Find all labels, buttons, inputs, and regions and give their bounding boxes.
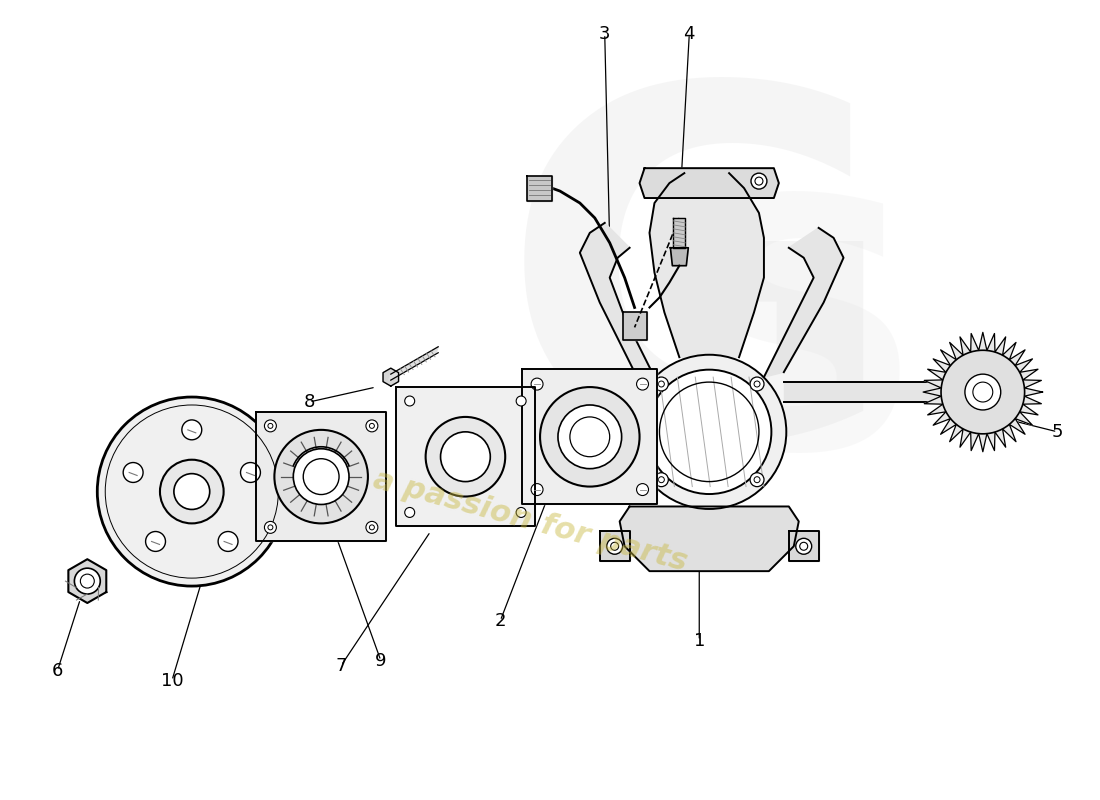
Polygon shape	[383, 368, 398, 386]
Circle shape	[241, 462, 261, 482]
Polygon shape	[580, 223, 654, 377]
Text: 2: 2	[495, 612, 506, 630]
Polygon shape	[784, 382, 940, 402]
Circle shape	[123, 462, 143, 482]
Polygon shape	[649, 173, 763, 358]
Polygon shape	[789, 531, 818, 562]
Circle shape	[750, 473, 764, 486]
Polygon shape	[256, 412, 386, 542]
Text: a passion for parts: a passion for parts	[370, 466, 691, 578]
Circle shape	[531, 378, 543, 390]
Text: 9: 9	[375, 652, 386, 670]
Polygon shape	[522, 369, 658, 505]
Circle shape	[940, 350, 1024, 434]
Circle shape	[558, 405, 622, 469]
Polygon shape	[388, 346, 438, 380]
Circle shape	[795, 538, 812, 554]
Circle shape	[654, 377, 669, 391]
Circle shape	[174, 474, 210, 510]
Circle shape	[264, 420, 276, 432]
Text: 8: 8	[304, 393, 315, 411]
Circle shape	[516, 507, 526, 518]
Text: 3: 3	[600, 25, 610, 43]
Circle shape	[637, 378, 649, 390]
Polygon shape	[527, 176, 552, 201]
Circle shape	[405, 396, 415, 406]
Circle shape	[516, 396, 526, 406]
Text: 1: 1	[694, 632, 705, 650]
Polygon shape	[673, 218, 685, 248]
Circle shape	[405, 507, 415, 518]
Polygon shape	[396, 387, 535, 526]
Polygon shape	[623, 313, 647, 340]
Polygon shape	[68, 559, 107, 603]
Circle shape	[294, 449, 349, 505]
Text: 5: 5	[1052, 423, 1064, 441]
Circle shape	[264, 522, 276, 534]
Text: S: S	[673, 185, 924, 520]
Circle shape	[531, 483, 543, 495]
Text: 4: 4	[683, 25, 695, 43]
Circle shape	[637, 483, 649, 495]
Polygon shape	[923, 332, 1043, 452]
Circle shape	[145, 531, 165, 551]
Polygon shape	[639, 168, 779, 198]
Circle shape	[426, 417, 505, 497]
Polygon shape	[763, 228, 844, 377]
Polygon shape	[619, 506, 799, 571]
Circle shape	[654, 473, 669, 486]
Circle shape	[440, 432, 491, 482]
Circle shape	[182, 420, 201, 440]
Text: 10: 10	[161, 672, 184, 690]
Circle shape	[366, 420, 378, 432]
Ellipse shape	[632, 354, 786, 509]
Circle shape	[965, 374, 1001, 410]
Circle shape	[218, 531, 238, 551]
Circle shape	[540, 387, 639, 486]
Circle shape	[607, 538, 623, 554]
Polygon shape	[670, 248, 689, 266]
Text: G: G	[499, 67, 899, 538]
Circle shape	[274, 430, 367, 523]
Circle shape	[160, 460, 223, 523]
Text: 7: 7	[336, 657, 346, 674]
Circle shape	[366, 522, 378, 534]
Text: 6: 6	[52, 662, 63, 680]
Ellipse shape	[647, 370, 771, 494]
Circle shape	[750, 377, 764, 391]
Polygon shape	[600, 531, 629, 562]
Circle shape	[97, 397, 286, 586]
Circle shape	[75, 568, 100, 594]
Circle shape	[751, 173, 767, 189]
